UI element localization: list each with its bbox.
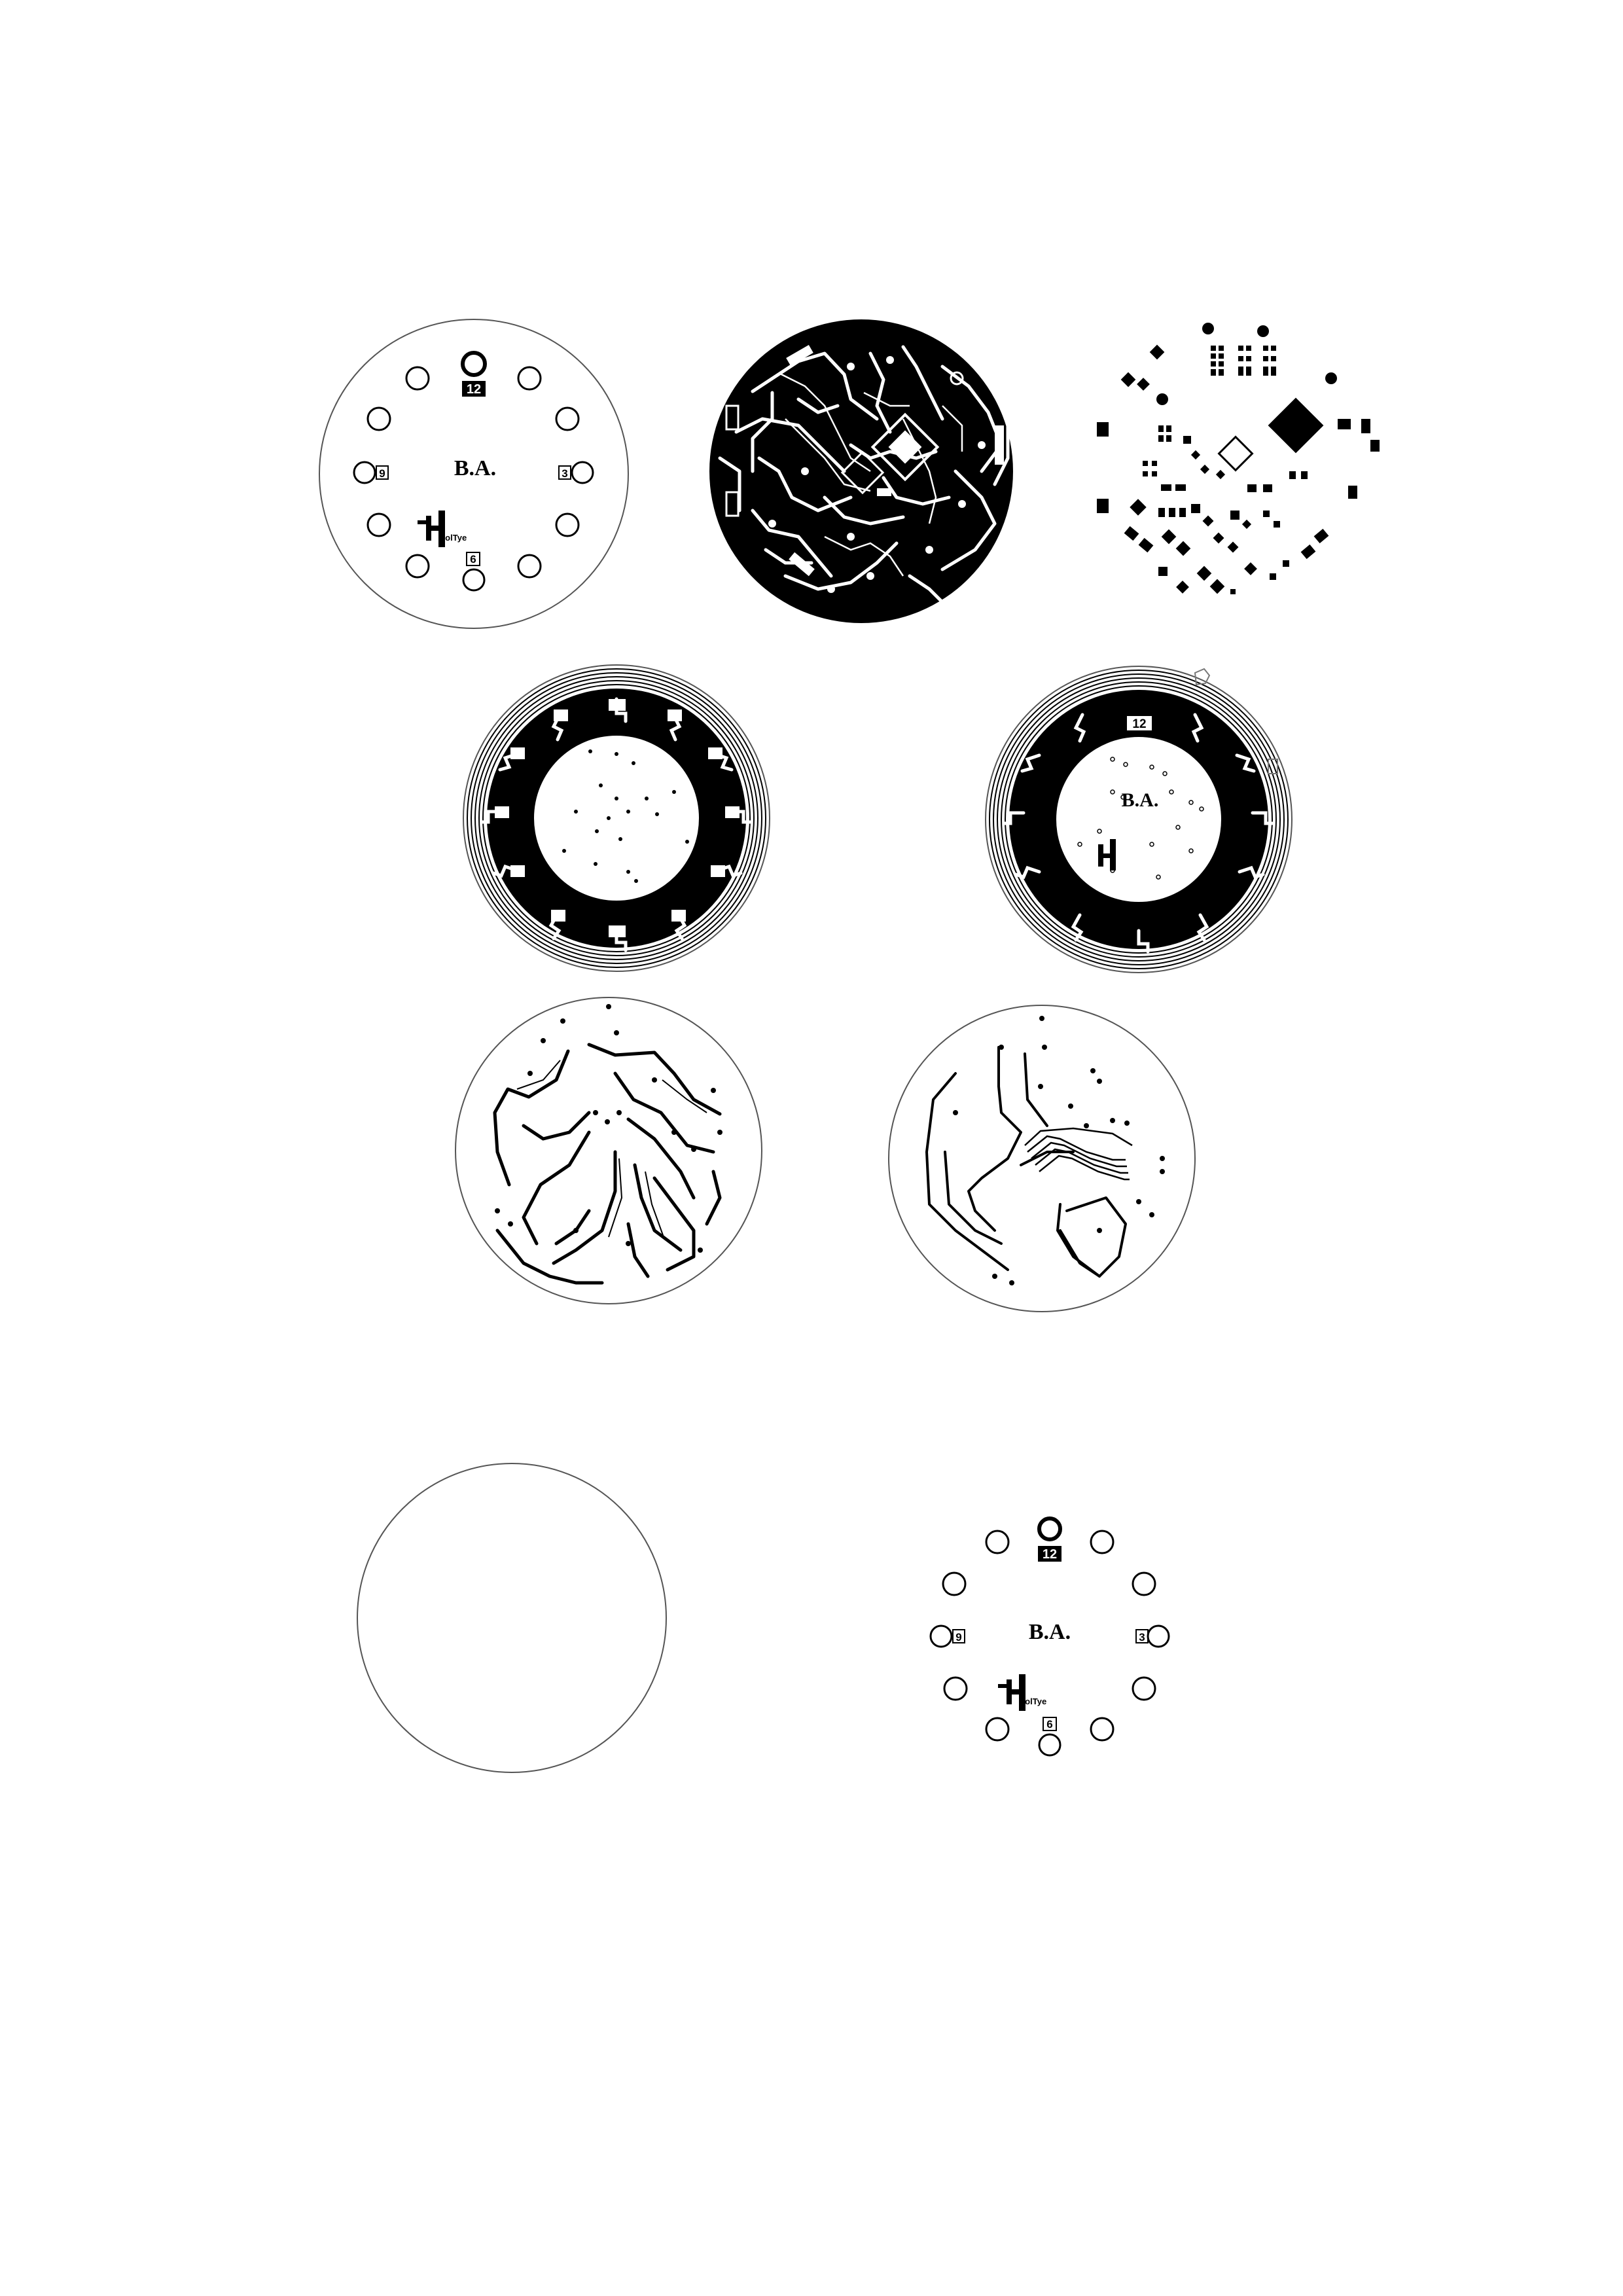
- hour-label-9: 9: [379, 467, 385, 480]
- hour-hole-12: [461, 351, 487, 377]
- ring-initials: B.A.: [1122, 789, 1159, 811]
- bottom-holtye-logo: HolTye: [998, 1674, 1046, 1711]
- hour-label-12: 12: [467, 382, 481, 397]
- bottom-initials: B.A.: [1029, 1620, 1071, 1644]
- holtye-logo: HolTye: [418, 511, 467, 547]
- board-outline: [357, 1463, 667, 1773]
- bottom-logo-text: HolTye: [1019, 1696, 1046, 1706]
- logo-text: HolTye: [439, 533, 467, 543]
- solder-paste-layer: [1097, 323, 1380, 594]
- bottom-hour-label-12: 12: [1043, 1547, 1057, 1562]
- ring-hour-label-12: 12: [1132, 717, 1146, 731]
- hour-label-6: 6: [470, 553, 476, 565]
- top-ring-board: 12 B.A.: [985, 666, 1293, 973]
- inner-layer-2-board: [888, 1005, 1196, 1312]
- led-holes: [366, 366, 580, 579]
- top-copper-board: [709, 319, 1013, 623]
- silkscreen-top-board: 12 9 3 6 B.A. HolTye: [319, 319, 629, 629]
- bottom-hour-label-6: 6: [1046, 1718, 1052, 1731]
- initials: B.A.: [454, 456, 496, 480]
- ring-holtye-logo: [1098, 839, 1116, 870]
- bottom-hour-label-3: 3: [1139, 1631, 1145, 1643]
- silkscreen-bottom-board: 12 9 3 6 B.A. HolTye: [929, 1516, 1170, 1757]
- ground-ring-board: [463, 664, 770, 972]
- hour-label-3: 3: [562, 467, 567, 480]
- bottom-hour-label-9: 9: [955, 1631, 961, 1643]
- inner-layer-1-board: [455, 997, 762, 1304]
